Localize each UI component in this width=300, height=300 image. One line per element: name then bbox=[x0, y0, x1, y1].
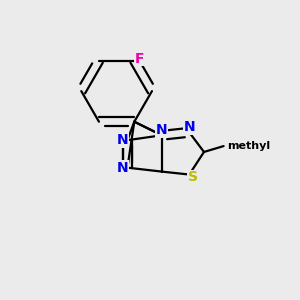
Text: methyl: methyl bbox=[227, 141, 271, 151]
Text: F: F bbox=[134, 52, 144, 65]
Text: N: N bbox=[117, 133, 128, 147]
Text: N: N bbox=[156, 123, 168, 137]
Text: N: N bbox=[183, 120, 195, 134]
Text: S: S bbox=[188, 170, 198, 184]
Text: N: N bbox=[117, 161, 128, 175]
